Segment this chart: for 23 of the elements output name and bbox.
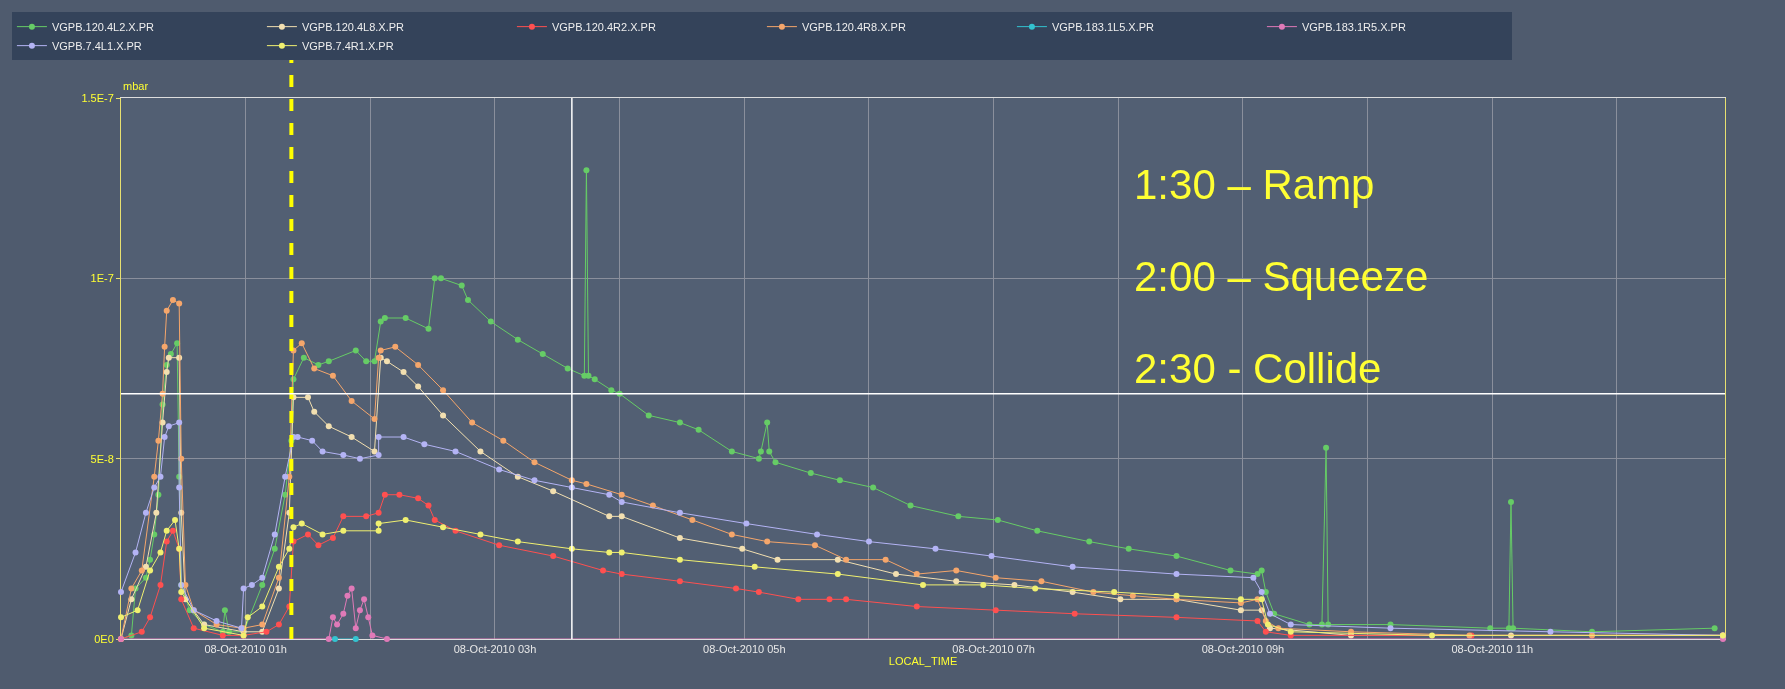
x-tick-label: 08-Oct-2010 05h — [703, 643, 786, 656]
y-tick-label: 0E0 — [94, 632, 114, 645]
legend-label: VGPB.120.4L8.X.PR — [301, 20, 405, 33]
legend-label: VGPB.120.4R2.X.PR — [551, 20, 656, 33]
legend-label: VGPB.7.4R1.X.PR — [301, 39, 394, 52]
legend-label: VGPB.120.4L2.X.PR — [51, 20, 155, 33]
legend-label: VGPB.7.4L1.X.PR — [51, 39, 142, 52]
x-tick-label: 08-Oct-2010 01h — [204, 643, 287, 656]
annotation: 2:30 - Collide — [1134, 345, 1382, 392]
y-tick-label: 1.5E-7 — [81, 91, 114, 104]
x-tick-label: 08-Oct-2010 11h — [1451, 643, 1534, 656]
legend-label: VGPB.183.1R5.X.PR — [1301, 20, 1406, 33]
legend-label: VGPB.120.4R8.X.PR — [801, 20, 906, 33]
x-tick-label: 08-Oct-2010 09h — [1201, 643, 1285, 656]
y-tick-label: 1E-7 — [90, 272, 114, 285]
legend-label: VGPB.183.1L5.X.PR — [1051, 20, 1155, 33]
x-tick-label: 08-Oct-2010 03h — [453, 643, 537, 656]
y-axis-title: mbar — [123, 80, 149, 92]
x-axis-title: LOCAL_TIME — [888, 655, 958, 668]
annotation: 1:30 – Ramp — [1134, 161, 1375, 208]
annotation: 2:00 – Squeeze — [1134, 253, 1429, 300]
y-tick-label: 5E-8 — [90, 452, 114, 465]
x-tick-label: 08-Oct-2010 07h — [952, 643, 1035, 656]
